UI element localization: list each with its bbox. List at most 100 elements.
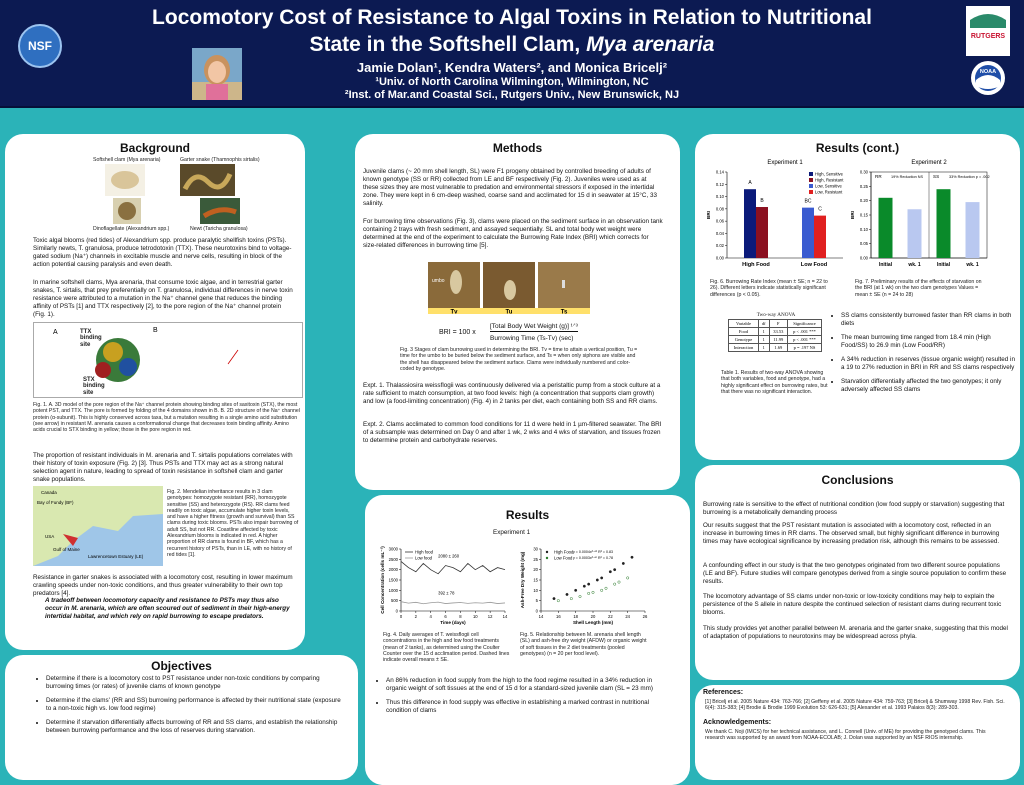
chart-title: Experiment 1 <box>767 160 803 166</box>
table-cell: Significance <box>787 319 822 328</box>
y-tick-label: 500 <box>391 598 399 603</box>
x-tick-label: 8 <box>459 614 462 619</box>
y-tick-label: 0.00 <box>860 256 869 261</box>
affiliation: ¹Univ. of North Carolina Wilmington, Wil… <box>375 76 649 88</box>
point <box>574 588 578 592</box>
authors: Jamie Dolan¹, Kendra Waters², and Monica… <box>356 60 668 75</box>
x-tick-label: 12 <box>488 614 493 619</box>
point <box>630 555 634 559</box>
bullet: An 86% reduction in food supply from the… <box>386 677 671 693</box>
figure-caption: Fig. 5. Relationship between M. arenaria… <box>520 632 647 657</box>
header: NSF Locomotory Cost of Resistance to Alg… <box>0 0 1024 108</box>
ack-title: Acknowledgements: <box>703 719 772 726</box>
legend-label: High, Resistant <box>815 178 844 183</box>
table-cell: Interaction <box>728 343 759 352</box>
formula: [Total Body Wet Weight (g)] ¹ᐟ³ <box>490 323 578 332</box>
legend-symbol <box>809 184 813 188</box>
table-cell: p = .197 NS <box>787 343 822 352</box>
image-caption: Softshell clam (Mya arenaria) <box>93 157 161 163</box>
bar-letter: B <box>760 198 764 204</box>
paragraph: This study provides yet another parallel… <box>703 625 1008 640</box>
figure-1: A B <box>33 322 303 398</box>
rutgers-logo: RUTGERS <box>966 6 1010 56</box>
y-axis-label: Cell Concentration (cells mL⁻¹) <box>380 546 385 614</box>
objective: Determine if the clams' (RR and SS) burr… <box>46 697 346 713</box>
newt-photo <box>200 198 240 224</box>
table-cell: p < .001 *** <box>787 335 822 344</box>
table-cell: 1 <box>757 335 770 344</box>
figure-caption: Fig. 2. Mendelian inheritance results in… <box>167 489 299 558</box>
anova-table: Variable df F Significance Food 1 33.53 p < .00… <box>728 319 822 352</box>
table-cell: Genotype <box>728 335 759 344</box>
paragraph: Our results suggest that the PST resista… <box>703 522 1000 545</box>
photo-label: umbo <box>432 278 445 284</box>
point <box>595 578 599 582</box>
x-tick-label: Initial <box>937 262 951 268</box>
y-tick-label: 0.10 <box>716 194 725 199</box>
logo-text: NSF <box>28 39 52 53</box>
figure-caption: Fig. 4. Daily averages of T. weissflogii… <box>383 632 510 664</box>
point <box>600 588 604 592</box>
point <box>578 595 582 598</box>
logo-text: NOAA <box>980 69 996 75</box>
point <box>613 568 617 572</box>
table-cell: 1 <box>757 343 770 352</box>
y-tick-label: 0.00 <box>716 256 725 261</box>
annotation: 392 ± 78 <box>438 590 455 595</box>
legend-label: Low, Resistant <box>815 190 843 195</box>
series-line <box>400 601 506 605</box>
map-label: Gulf of Maine <box>53 547 80 552</box>
bar <box>802 207 814 258</box>
x-tick-label: Initial <box>879 262 893 268</box>
bar <box>936 189 951 258</box>
legend-label: Low Food <box>554 556 573 561</box>
y-tick-label: 30 <box>533 547 538 552</box>
map-label: USA <box>45 534 54 539</box>
bullet: The mean burrowing time ranged from 18.4… <box>841 334 1019 350</box>
y-tick-label: 5 <box>536 598 539 603</box>
burrowing-photos: umbo Tv Tu Ts <box>428 262 590 314</box>
map: Canada Bay of Fundy (BF) USA Gulf of Mai… <box>33 486 163 566</box>
panel-title: Background <box>119 141 190 155</box>
y-tick-label: 0.25 <box>860 184 869 189</box>
y-tick-label: 15 <box>533 578 538 583</box>
table-cell: Food <box>728 327 759 336</box>
point <box>626 576 630 580</box>
results-list: An 86% reduction in food supply from the… <box>377 677 671 721</box>
logo-text: RUTGERS <box>971 33 1006 40</box>
bar <box>878 197 893 258</box>
x-tick-label: 22 <box>608 614 613 619</box>
legend-symbol <box>809 172 813 176</box>
point <box>556 599 560 603</box>
snake-photo <box>180 164 235 196</box>
y-tick-label: 0.06 <box>716 219 725 224</box>
bar-chart: Experiment 1 0.00 0.02 0.04 0.06 0.08 0.10 0.12… <box>706 160 844 268</box>
y-tick-label: 0.05 <box>860 241 869 246</box>
title-line2: State in the Softshell Clam, Mya arenari… <box>0 33 1024 57</box>
x-tick-label: 14 <box>503 614 508 619</box>
image-caption: Garter snake (Thamnophis sirtalis) <box>180 157 260 163</box>
scatter-chart: 0 5 10 15 20 25 30 Ash-Free Dry Weight (mg) 14 16… <box>520 547 648 626</box>
methods-panel: Methods Juvenile clams (~ 20 mm shell le… <box>355 134 680 490</box>
x-tick-label: 18 <box>573 614 578 619</box>
y-axis-label: Ash-Free Dry Weight (mg) <box>520 551 525 608</box>
paragraph: Resistance in garter snakes is associate… <box>33 574 293 597</box>
figure-label: STX binding site <box>83 377 105 396</box>
conclusions-panel: Conclusions Burrowing rate is sensitive … <box>695 465 1020 680</box>
x-tick-label: High Food <box>742 262 770 268</box>
y-axis-label: BRI <box>706 211 711 219</box>
references-title: References: <box>703 689 744 696</box>
panel-title: Methods <box>492 141 543 155</box>
table-row: Food 1 33.53 p < .001 *** <box>728 327 822 336</box>
legend-symbol <box>809 178 813 182</box>
y-tick-label: 0.14 <box>716 170 725 175</box>
y-tick-label: 20 <box>533 567 538 572</box>
objective: Determine if there is a locomotory cost … <box>46 675 346 691</box>
image-caption: Dinoflagellate (Alexandrium spp.) <box>93 226 170 232</box>
table-cell: df <box>757 319 770 328</box>
group-label: SS <box>933 174 939 179</box>
paragraph: Expt. 2. Clams acclimated to common food… <box>363 421 662 444</box>
y-tick-label: 25 <box>533 557 538 562</box>
paragraph: Burrowing rate is sensitive to the effec… <box>703 501 1005 516</box>
ack-text: We thank C. Noji (IMCS) for her technica… <box>705 729 986 742</box>
